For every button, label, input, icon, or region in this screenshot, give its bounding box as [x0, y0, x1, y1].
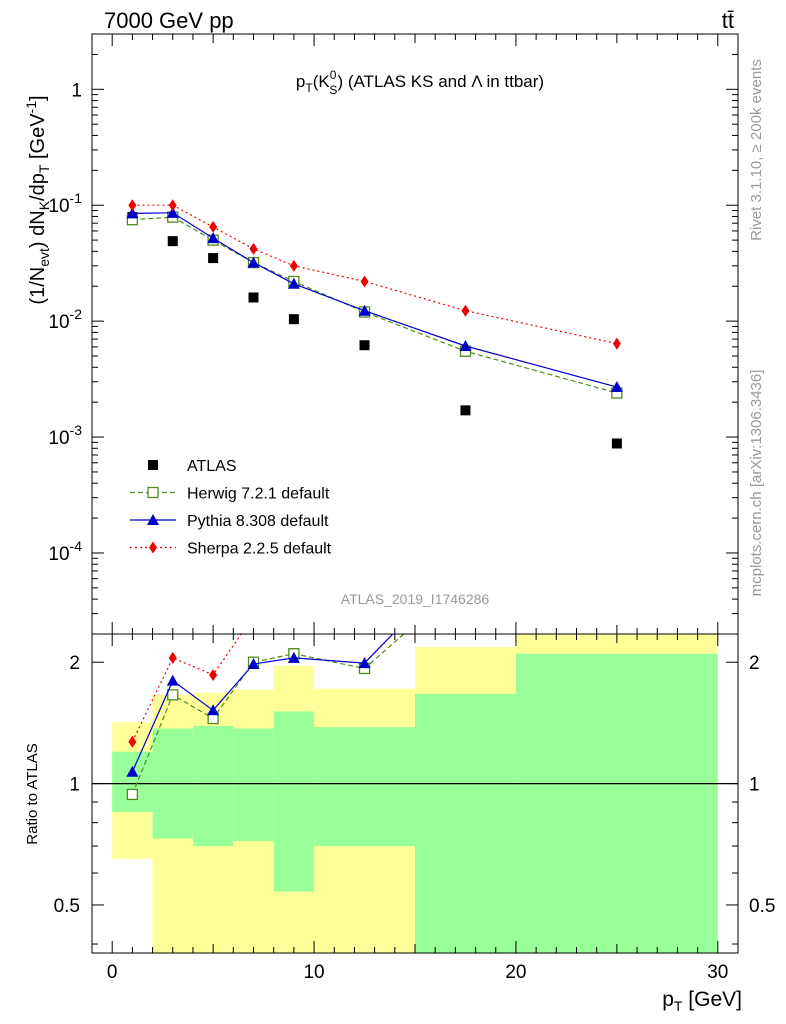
legend-marker	[149, 541, 157, 554]
pythia-point	[247, 256, 260, 268]
stat-band	[233, 728, 274, 842]
ratio-y-tick-label: 1	[69, 775, 80, 796]
plot-title: pT(K0 S) (ATLAS KS and Λ in ttbar)	[296, 68, 544, 97]
pythia-ratio-point	[207, 704, 220, 716]
ratio-panel: 0.5 0.51 12 20 10 20 30 Ratio to ATLAS pT [GeV…	[24, 432, 775, 1014]
mcplots-label: mcplots.cern.ch [arXiv:1306.3436]	[748, 370, 765, 597]
legend-marker	[147, 486, 159, 499]
legend-marker	[148, 460, 158, 470]
ratio-y-tick-label-right: 2	[749, 653, 760, 674]
pythia-point	[358, 304, 371, 316]
sherpa-point	[612, 337, 621, 350]
ratio-y-tick-label: 0.5	[54, 896, 80, 917]
energy-label: 7000 GeV pp	[104, 8, 234, 33]
stat-band	[273, 711, 315, 892]
atlas-point	[288, 314, 299, 325]
pythia-ratio-point	[459, 553, 471, 564]
y-tick-label: 10-1	[48, 190, 82, 217]
ratio-y-tick-label-right: 0.5	[749, 896, 775, 917]
legend-label: ATLAS	[187, 458, 237, 475]
stat-band	[515, 653, 718, 953]
herwig-ratio-point	[126, 788, 139, 801]
atlas-point	[460, 405, 471, 416]
stat-band	[314, 727, 415, 847]
pythia-ratio-point	[247, 657, 260, 669]
pythia-ratio-point	[166, 674, 179, 686]
legend-marker	[147, 514, 159, 525]
pythia-point	[207, 232, 220, 244]
herwig-line	[132, 216, 618, 394]
sherpa-point	[128, 199, 137, 212]
pythia-line	[132, 212, 618, 388]
pythia-ratio-point	[287, 651, 300, 663]
legend-label: Pythia 8.308 default	[187, 513, 329, 530]
sherpa-ratio-line	[131, 634, 243, 742]
legend-label: Sherpa 2.2.5 default	[187, 541, 332, 558]
process-label: tt̄	[722, 8, 734, 33]
ratio-y-axis-label: Ratio to ATLAS	[24, 743, 41, 844]
legend: ATLAS Herwig 7.2.1 default Pythia 8.308 de…	[130, 458, 332, 558]
y-tick-label: 10-3	[48, 422, 82, 449]
sherpa-ratio-point	[461, 432, 469, 444]
pythia-point	[166, 206, 179, 218]
y-tick-label: 10-4	[48, 538, 82, 565]
analysis-id-label: ATLAS_2019_I1746286	[341, 591, 490, 607]
atlas-point	[248, 292, 259, 303]
sherpa-point	[209, 220, 218, 233]
pythia-point	[610, 381, 623, 393]
atlas-point	[359, 340, 370, 351]
stat-band	[192, 725, 234, 847]
y-axis-label: (1/Nevt) dNK/dpT [GeV-1]	[23, 95, 52, 304]
main-panel: 10-4 10-3 10-2 10-1 1 pT(K0 S) (ATLAS KS and …	[23, 33, 739, 635]
pythia-ratio-point	[611, 581, 623, 592]
herwig-ratio-line	[131, 634, 405, 795]
pythia-ratio-point	[358, 657, 371, 669]
herwig-ratio-point	[167, 689, 179, 701]
atlas-point	[611, 438, 622, 449]
herwig-ratio-point	[612, 603, 622, 613]
pythia-ratio-line	[131, 634, 394, 772]
sherpa-point	[249, 242, 258, 255]
x-tick-label: 0	[107, 962, 118, 983]
x-tick-label: 30	[707, 962, 728, 983]
ratio-y-tick-label: 2	[69, 653, 80, 674]
legend-label: Herwig 7.2.1 default	[187, 486, 330, 503]
sherpa-point	[461, 304, 470, 317]
stat-band	[415, 693, 516, 953]
pythia-point	[287, 277, 300, 289]
sherpa-point	[168, 199, 177, 212]
x-tick-label: 10	[303, 962, 324, 983]
sherpa-line	[132, 204, 618, 345]
sherpa-ratio-point	[250, 610, 258, 622]
pythia-point	[459, 340, 472, 352]
sherpa-ratio-point	[361, 558, 369, 570]
sherpa-ratio-point	[290, 591, 298, 603]
atlas-point	[167, 236, 178, 247]
ratio-y-tick-label-right: 1	[749, 775, 760, 796]
y-tick-label: 1	[71, 80, 82, 101]
rivet-version-label: Rivet 3.1.10, ≥ 200k events	[748, 59, 765, 241]
y-tick-label: 10-2	[48, 306, 82, 333]
x-tick-label: 20	[505, 962, 526, 983]
sherpa-point	[289, 259, 298, 272]
pythia-ratio-point	[126, 765, 139, 777]
sherpa-point	[360, 275, 369, 288]
atlas-point	[208, 253, 219, 264]
sherpa-ratio-point	[168, 651, 177, 664]
sherpa-ratio-point	[209, 668, 218, 681]
sherpa-ratio-point	[128, 735, 137, 748]
pythia-point	[126, 207, 139, 219]
x-axis-label: pT [GeV]	[662, 988, 742, 1014]
herwig-ratio-point	[460, 575, 470, 585]
